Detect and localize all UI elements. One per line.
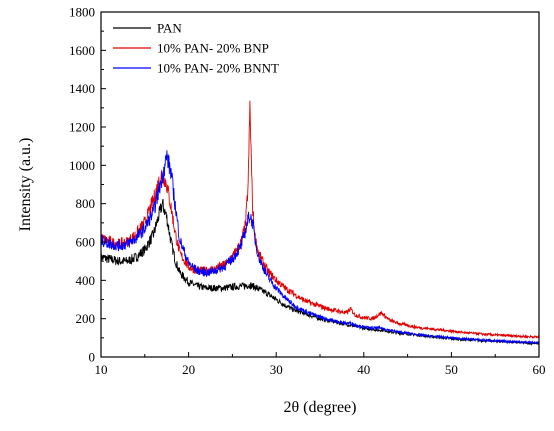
series-line-3 xyxy=(101,150,539,345)
y-axis-title: Intensity (a.u.) xyxy=(17,138,34,232)
legend-label: 10% PAN- 20% BNP xyxy=(157,41,269,56)
legend: PAN 10% PAN- 20% BNP 10% PAN- 20% BNNT xyxy=(113,21,279,76)
y-tick-label: 200 xyxy=(76,311,96,326)
x-axis-title: 2θ (degree) xyxy=(284,399,357,416)
x-tick-label: 20 xyxy=(182,362,195,377)
x-tick-label: 30 xyxy=(270,362,283,377)
x-tick-label: 10 xyxy=(95,362,108,377)
series-line-2 xyxy=(101,100,539,339)
legend-label: PAN xyxy=(157,21,182,36)
y-tick-label: 0 xyxy=(89,350,96,365)
x-tick-label: 40 xyxy=(357,362,370,377)
x-tick-label: 50 xyxy=(445,362,458,377)
legend-label: 10% PAN- 20% BNNT xyxy=(157,61,279,76)
y-tick-label: 600 xyxy=(76,235,96,250)
y-tick-label: 1000 xyxy=(69,158,95,173)
x-tick-label: 60 xyxy=(533,362,546,377)
y-tick-label: 800 xyxy=(76,196,96,211)
y-tick-label: 1800 xyxy=(69,5,95,20)
series-line-1 xyxy=(101,198,539,347)
y-tick-label: 1200 xyxy=(69,120,95,135)
y-tick-label: 1600 xyxy=(69,43,95,58)
y-tick-label: 400 xyxy=(76,273,96,288)
series-layer xyxy=(101,100,539,347)
ticks-layer: 10 20 30 40 50 600200400600800100012001400160… xyxy=(69,5,546,378)
y-tick-label: 1400 xyxy=(69,81,95,96)
